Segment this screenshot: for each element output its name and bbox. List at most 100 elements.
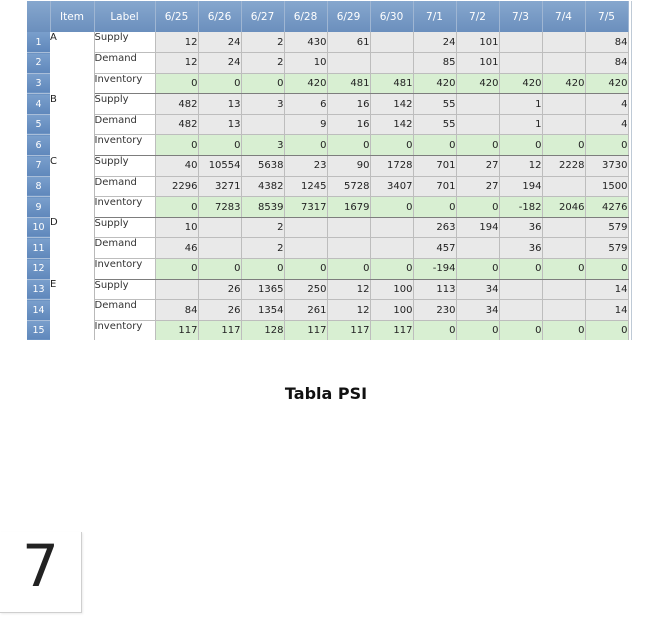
value-cell[interactable]: 27 bbox=[456, 176, 500, 198]
column-header-label[interactable]: Label bbox=[94, 1, 156, 32]
value-cell[interactable]: 579 bbox=[585, 217, 629, 239]
row-number[interactable]: 3 bbox=[27, 73, 50, 95]
value-cell[interactable]: 27 bbox=[456, 155, 500, 177]
row-number[interactable]: 10 bbox=[27, 217, 50, 239]
value-cell[interactable]: 420 bbox=[413, 73, 457, 95]
value-cell[interactable]: 0 bbox=[585, 320, 629, 340]
value-cell[interactable] bbox=[327, 217, 371, 239]
value-cell[interactable]: 230 bbox=[413, 299, 457, 321]
column-header-date[interactable]: 6/26 bbox=[198, 1, 242, 32]
value-cell[interactable]: 14 bbox=[585, 279, 629, 301]
value-cell[interactable]: 430 bbox=[284, 32, 328, 54]
value-cell[interactable]: 113 bbox=[413, 279, 457, 301]
value-cell[interactable]: 0 bbox=[155, 258, 199, 280]
value-cell[interactable]: 4382 bbox=[241, 176, 285, 198]
column-header-date[interactable]: 6/27 bbox=[241, 1, 285, 32]
value-cell[interactable]: 420 bbox=[585, 73, 629, 95]
value-cell[interactable]: 0 bbox=[284, 258, 328, 280]
value-cell[interactable]: 0 bbox=[198, 258, 242, 280]
value-cell[interactable] bbox=[542, 32, 586, 54]
value-cell[interactable]: 0 bbox=[542, 258, 586, 280]
value-cell[interactable]: 101 bbox=[456, 52, 500, 74]
value-cell[interactable]: -182 bbox=[499, 196, 543, 218]
value-cell[interactable]: 100 bbox=[370, 299, 414, 321]
value-cell[interactable]: 142 bbox=[370, 114, 414, 136]
value-cell[interactable] bbox=[542, 299, 586, 321]
value-cell[interactable]: 142 bbox=[370, 93, 414, 115]
value-cell[interactable]: 481 bbox=[327, 73, 371, 95]
row-number[interactable]: 11 bbox=[27, 237, 50, 260]
value-cell[interactable]: 701 bbox=[413, 176, 457, 198]
column-header-date[interactable]: 6/29 bbox=[327, 1, 371, 32]
value-cell[interactable]: 2046 bbox=[542, 196, 586, 218]
value-cell[interactable]: 0 bbox=[155, 73, 199, 95]
value-cell[interactable] bbox=[327, 52, 371, 74]
column-header-date[interactable]: 7/4 bbox=[542, 1, 586, 32]
label-cell[interactable]: Supply bbox=[94, 217, 156, 239]
value-cell[interactable] bbox=[155, 279, 199, 301]
value-cell[interactable]: 263 bbox=[413, 217, 457, 239]
value-cell[interactable] bbox=[542, 237, 586, 260]
row-number[interactable]: 5 bbox=[27, 114, 50, 136]
column-header-date[interactable]: 7/5 bbox=[585, 1, 629, 32]
value-cell[interactable]: 0 bbox=[499, 258, 543, 280]
value-cell[interactable]: 0 bbox=[327, 134, 371, 157]
value-cell[interactable]: 7317 bbox=[284, 196, 328, 218]
label-cell[interactable]: Supply bbox=[94, 155, 156, 177]
value-cell[interactable]: -194 bbox=[413, 258, 457, 280]
value-cell[interactable]: 0 bbox=[198, 134, 242, 157]
value-cell[interactable]: 3407 bbox=[370, 176, 414, 198]
value-cell[interactable]: 0 bbox=[413, 320, 457, 340]
value-cell[interactable]: 36 bbox=[499, 217, 543, 239]
row-number[interactable]: 4 bbox=[27, 93, 50, 115]
value-cell[interactable]: 0 bbox=[327, 258, 371, 280]
value-cell[interactable]: 13 bbox=[198, 114, 242, 136]
value-cell[interactable] bbox=[370, 52, 414, 74]
value-cell[interactable]: 16 bbox=[327, 114, 371, 136]
label-cell[interactable]: Demand bbox=[94, 237, 156, 260]
value-cell[interactable] bbox=[456, 237, 500, 260]
column-header-date[interactable]: 6/30 bbox=[370, 1, 414, 32]
value-cell[interactable]: 2 bbox=[241, 217, 285, 239]
value-cell[interactable]: 34 bbox=[456, 299, 500, 321]
value-cell[interactable]: 12 bbox=[155, 32, 199, 54]
value-cell[interactable] bbox=[542, 217, 586, 239]
value-cell[interactable]: 1 bbox=[499, 114, 543, 136]
value-cell[interactable]: 84 bbox=[585, 32, 629, 54]
row-number[interactable]: 7 bbox=[27, 155, 50, 177]
value-cell[interactable]: 46 bbox=[155, 237, 199, 260]
row-number[interactable]: 2 bbox=[27, 52, 50, 74]
column-header-date[interactable]: 7/2 bbox=[456, 1, 500, 32]
value-cell[interactable]: 3730 bbox=[585, 155, 629, 177]
label-cell[interactable]: Inventory bbox=[94, 134, 156, 157]
value-cell[interactable] bbox=[284, 237, 328, 260]
value-cell[interactable]: 1500 bbox=[585, 176, 629, 198]
value-cell[interactable]: 24 bbox=[198, 52, 242, 74]
value-cell[interactable]: 1365 bbox=[241, 279, 285, 301]
value-cell[interactable] bbox=[542, 279, 586, 301]
column-header-date[interactable]: 7/1 bbox=[413, 1, 457, 32]
value-cell[interactable]: 0 bbox=[499, 320, 543, 340]
value-cell[interactable] bbox=[198, 237, 242, 260]
value-cell[interactable]: 2 bbox=[241, 237, 285, 260]
value-cell[interactable]: 0 bbox=[456, 258, 500, 280]
column-header-date[interactable]: 7/3 bbox=[499, 1, 543, 32]
value-cell[interactable]: 36 bbox=[499, 237, 543, 260]
value-cell[interactable]: 84 bbox=[585, 52, 629, 74]
value-cell[interactable]: 84 bbox=[155, 299, 199, 321]
value-cell[interactable]: 420 bbox=[456, 73, 500, 95]
value-cell[interactable]: 117 bbox=[327, 320, 371, 340]
value-cell[interactable]: 40 bbox=[155, 155, 199, 177]
row-number[interactable]: 15 bbox=[27, 320, 50, 340]
value-cell[interactable]: 2 bbox=[241, 52, 285, 74]
value-cell[interactable]: 0 bbox=[155, 196, 199, 218]
value-cell[interactable]: 3271 bbox=[198, 176, 242, 198]
column-header-date[interactable]: 6/28 bbox=[284, 1, 328, 32]
value-cell[interactable]: 24 bbox=[198, 32, 242, 54]
value-cell[interactable]: 55 bbox=[413, 93, 457, 115]
row-number[interactable]: 8 bbox=[27, 176, 50, 198]
value-cell[interactable] bbox=[370, 237, 414, 260]
value-cell[interactable]: 4276 bbox=[585, 196, 629, 218]
value-cell[interactable]: 0 bbox=[413, 134, 457, 157]
value-cell[interactable]: 100 bbox=[370, 279, 414, 301]
